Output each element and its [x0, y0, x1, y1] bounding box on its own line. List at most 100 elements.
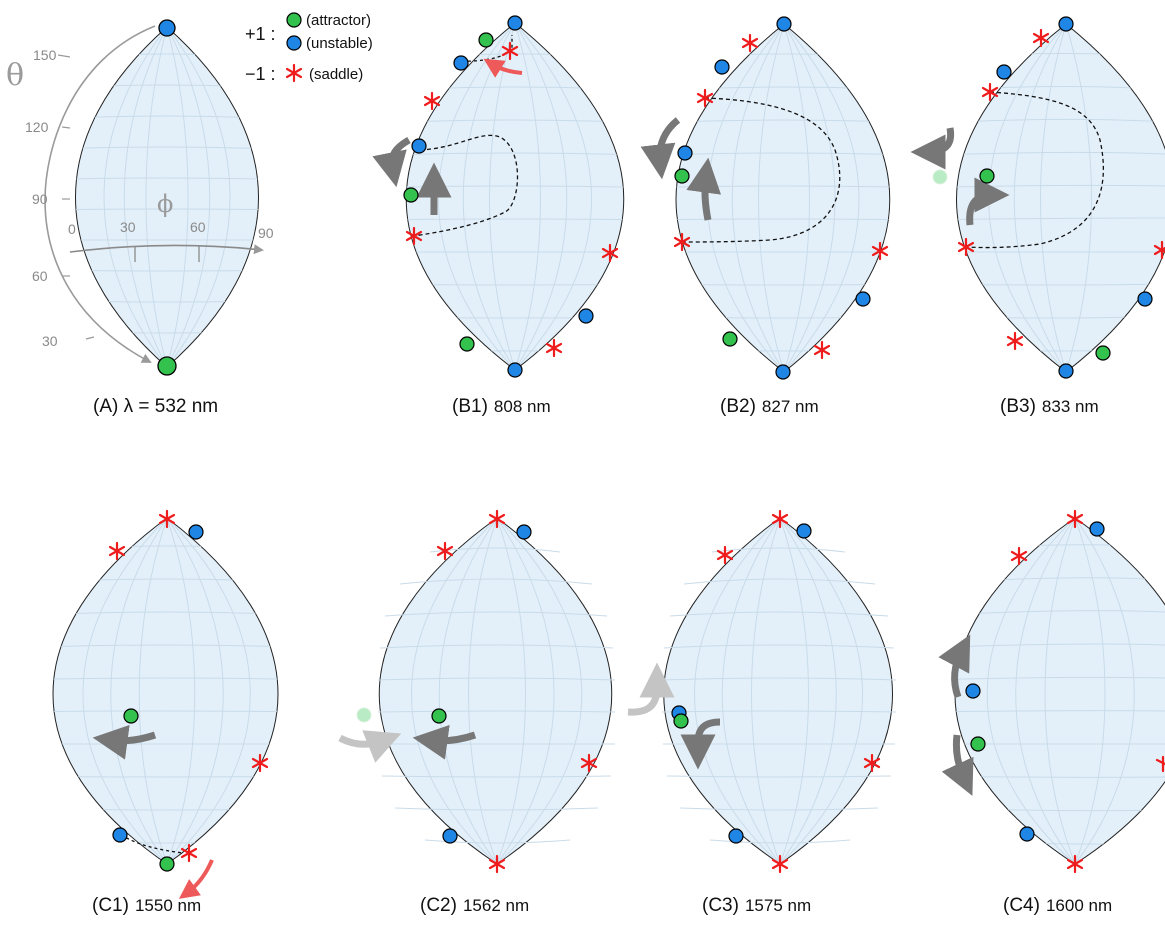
red-flow-arrow	[178, 859, 214, 899]
legend-plus-label: +1 :	[245, 24, 276, 44]
attractor-point	[157, 356, 177, 376]
unstable-point	[796, 523, 812, 539]
unstable-point	[775, 364, 791, 380]
saddle-point	[501, 41, 519, 61]
separatrix	[681, 97, 841, 243]
separatrix	[413, 134, 519, 237]
saddle-point	[180, 843, 198, 863]
unstable-point	[442, 828, 458, 844]
separatrix	[120, 834, 184, 854]
theta-axis-arrow	[44, 25, 156, 363]
saddle-point	[1066, 509, 1084, 529]
unstable-point	[965, 683, 981, 699]
saddle-point	[251, 753, 269, 773]
flow-arrow	[412, 724, 477, 760]
saddle-point	[423, 91, 441, 111]
flow-arrow	[938, 634, 971, 699]
unstable-point	[188, 524, 204, 540]
saddle-point	[981, 82, 999, 102]
legend: +1 : (attractor) (unstable) −1 : (saddle…	[245, 12, 373, 84]
caption-b1: (B1) 808 nm	[452, 396, 551, 417]
saddle-point	[716, 545, 734, 565]
attractor-point	[403, 187, 419, 203]
panel-b3: (B3) 833 nm	[910, 16, 1165, 417]
legend-saddle-label: (saddle)	[309, 66, 363, 83]
caption-a: (A) λ = 532 nm	[93, 396, 218, 417]
faded-attractor-point	[356, 707, 372, 723]
faded-flow-arrow	[627, 662, 675, 716]
grid	[53, 518, 278, 864]
saddle-point	[673, 232, 691, 252]
theta-tick-150	[57, 54, 71, 58]
grid	[406, 23, 624, 370]
panel-c4: (C4) 1600 nm	[938, 509, 1165, 916]
saddle-point	[863, 753, 881, 773]
caption-c1: (C1) 1550 nm	[92, 895, 201, 916]
unstable-point	[776, 16, 792, 32]
flow-arrow	[680, 718, 721, 770]
theta-tick-label-90: 90	[32, 191, 48, 207]
saddle-point	[405, 226, 423, 246]
saddle-point	[1006, 331, 1024, 351]
theta-tick-label-60: 60	[32, 268, 48, 284]
flow-arrow	[910, 127, 955, 170]
caption-c4: (C4) 1600 nm	[1003, 895, 1112, 916]
caption-b3: (B3) 833 nm	[1000, 396, 1099, 417]
legend-unstable-label: (unstable)	[306, 35, 373, 52]
saddle-point	[1032, 28, 1050, 48]
attractor-point	[431, 708, 447, 724]
theta-tick-label-150: 150	[33, 47, 57, 63]
unstable-point	[507, 362, 523, 378]
caption-b2: (B2) 827 nm	[720, 396, 819, 417]
caption-c2: (C2) 1562 nm	[420, 895, 529, 916]
unstable-point	[453, 55, 469, 71]
saddle-point	[545, 338, 563, 358]
caption-c3: (C3) 1575 nm	[702, 895, 811, 916]
saddle-point	[601, 243, 619, 263]
theta-tick-label-30: 30	[42, 333, 58, 349]
saddle-point	[108, 541, 126, 561]
saddle-point	[580, 753, 598, 773]
legend-attractor-label: (attractor)	[306, 12, 371, 29]
phi-tick-label-30: 30	[120, 219, 136, 235]
saddle-point	[1153, 240, 1165, 260]
saddle-point	[771, 854, 789, 874]
phi-tick-label-60: 60	[190, 219, 206, 235]
unstable-point	[578, 308, 594, 324]
flow-arrow	[372, 136, 411, 188]
attractor-point	[123, 708, 139, 724]
attractor-point	[459, 336, 475, 352]
attractor-point	[1095, 345, 1111, 361]
theta-symbol: θ	[6, 58, 24, 93]
saddle-point	[488, 854, 506, 874]
unstable-point	[714, 59, 730, 75]
unstable-point	[411, 138, 427, 154]
unstable-point	[1089, 521, 1105, 537]
saddle-point	[771, 509, 789, 529]
faded-attractor-point	[932, 169, 948, 185]
unstable-point	[677, 145, 693, 161]
unstable-point	[112, 827, 128, 843]
red-flow-arrow	[483, 58, 523, 78]
flow-arrow	[941, 734, 974, 796]
grid	[75, 27, 259, 367]
theta-tick-120	[61, 126, 71, 129]
panel-c1: (C1) 1550 nm	[52, 509, 279, 916]
saddle-point	[1155, 755, 1165, 773]
phi-symbol: ϕ	[157, 190, 173, 218]
legend-unstable-icon	[286, 35, 302, 51]
panel-b1: (B1) 808 nm	[372, 15, 625, 417]
faded-flow-arrow	[338, 730, 402, 763]
saddle-point	[436, 541, 454, 561]
unstable-point	[855, 291, 871, 307]
attractor-point	[722, 331, 738, 347]
theta-tick-label-120: 120	[25, 119, 49, 135]
phi-axis-arrow	[69, 244, 264, 255]
grid	[661, 517, 897, 865]
saddle-point	[741, 33, 759, 53]
unstable-point	[1019, 826, 1035, 842]
panel-c2: (C2) 1562 nm	[338, 509, 616, 916]
separatrix	[965, 91, 1105, 249]
phi-tick-label-0: 0	[68, 221, 76, 237]
